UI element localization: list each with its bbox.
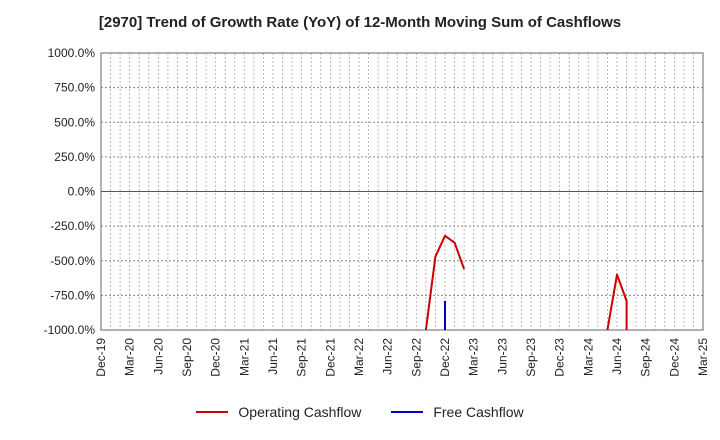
- x-tick-label: Mar-24: [581, 338, 595, 376]
- y-tick-label: 750.0%: [54, 81, 95, 95]
- series-lines: [424, 234, 628, 331]
- x-tick-label: Dec-23: [553, 338, 567, 377]
- x-tick-label: Sep-21: [295, 338, 309, 377]
- x-tick-label: Mar-25: [696, 338, 710, 376]
- x-tick-label: Dec-20: [209, 338, 223, 377]
- x-tick-label: Mar-23: [467, 338, 481, 376]
- legend: Operating Cashflow Free Cashflow: [0, 404, 720, 420]
- y-tick-label: 500.0%: [54, 115, 95, 129]
- y-tick-labels: 1000.0% 750.0% 500.0% 250.0% 0.0% -250.0% -500…: [44, 46, 96, 337]
- legend-label-free: Free Cashflow: [433, 404, 524, 420]
- x-tick-label: Jun-21: [266, 338, 280, 375]
- x-tick-label: Sep-20: [180, 338, 194, 377]
- legend-swatch-free: [391, 411, 424, 413]
- x-tick-label: Dec-22: [438, 338, 452, 377]
- x-tick-label: Jun-23: [495, 338, 509, 375]
- x-tick-label: Jun-20: [151, 338, 165, 375]
- y-tick-label: 1000.0%: [48, 46, 96, 60]
- y-tick-label: -250.0%: [50, 219, 95, 233]
- x-tick-label: Mar-20: [123, 338, 137, 376]
- x-tick-label: Jun-22: [381, 338, 395, 375]
- x-tick-label: Sep-22: [409, 338, 423, 377]
- x-tick-label: Dec-19: [94, 338, 108, 377]
- x-tick-label: Sep-24: [639, 338, 653, 377]
- axes: [100, 52, 704, 331]
- x-tick-label: Mar-21: [237, 338, 251, 376]
- y-tick-label: 250.0%: [54, 150, 95, 164]
- x-tick-label: Sep-23: [524, 338, 538, 377]
- y-tick-label: 0.0%: [68, 185, 96, 199]
- series-line-operating-cashflow: [424, 234, 466, 331]
- legend-label-operating: Operating Cashflow: [238, 404, 362, 420]
- legend-swatch-operating: [196, 411, 229, 413]
- x-tick-label: Dec-21: [323, 338, 337, 377]
- x-tick-labels: Dec-19 Mar-20 Jun-20 Sep-20 Dec-20 Mar-21 Jun-…: [94, 338, 710, 377]
- plot-frame: [100, 52, 704, 331]
- y-tick-label: -500.0%: [50, 254, 95, 268]
- series-line-operating-cashflow: [606, 273, 628, 331]
- legend-item-operating: Operating Cashflow: [196, 404, 361, 420]
- y-tick-label: -1000.0%: [44, 323, 96, 337]
- grid-lines: [101, 52, 703, 331]
- chart-title: [2970] Trend of Growth Rate (YoY) of 12-…: [98, 14, 622, 31]
- x-tick-label: Dec-24: [667, 338, 681, 377]
- x-tick-label: Mar-22: [352, 338, 366, 376]
- y-tick-label: -750.0%: [50, 288, 95, 302]
- legend-item-free: Free Cashflow: [391, 404, 524, 420]
- x-tick-label: Jun-24: [610, 338, 624, 375]
